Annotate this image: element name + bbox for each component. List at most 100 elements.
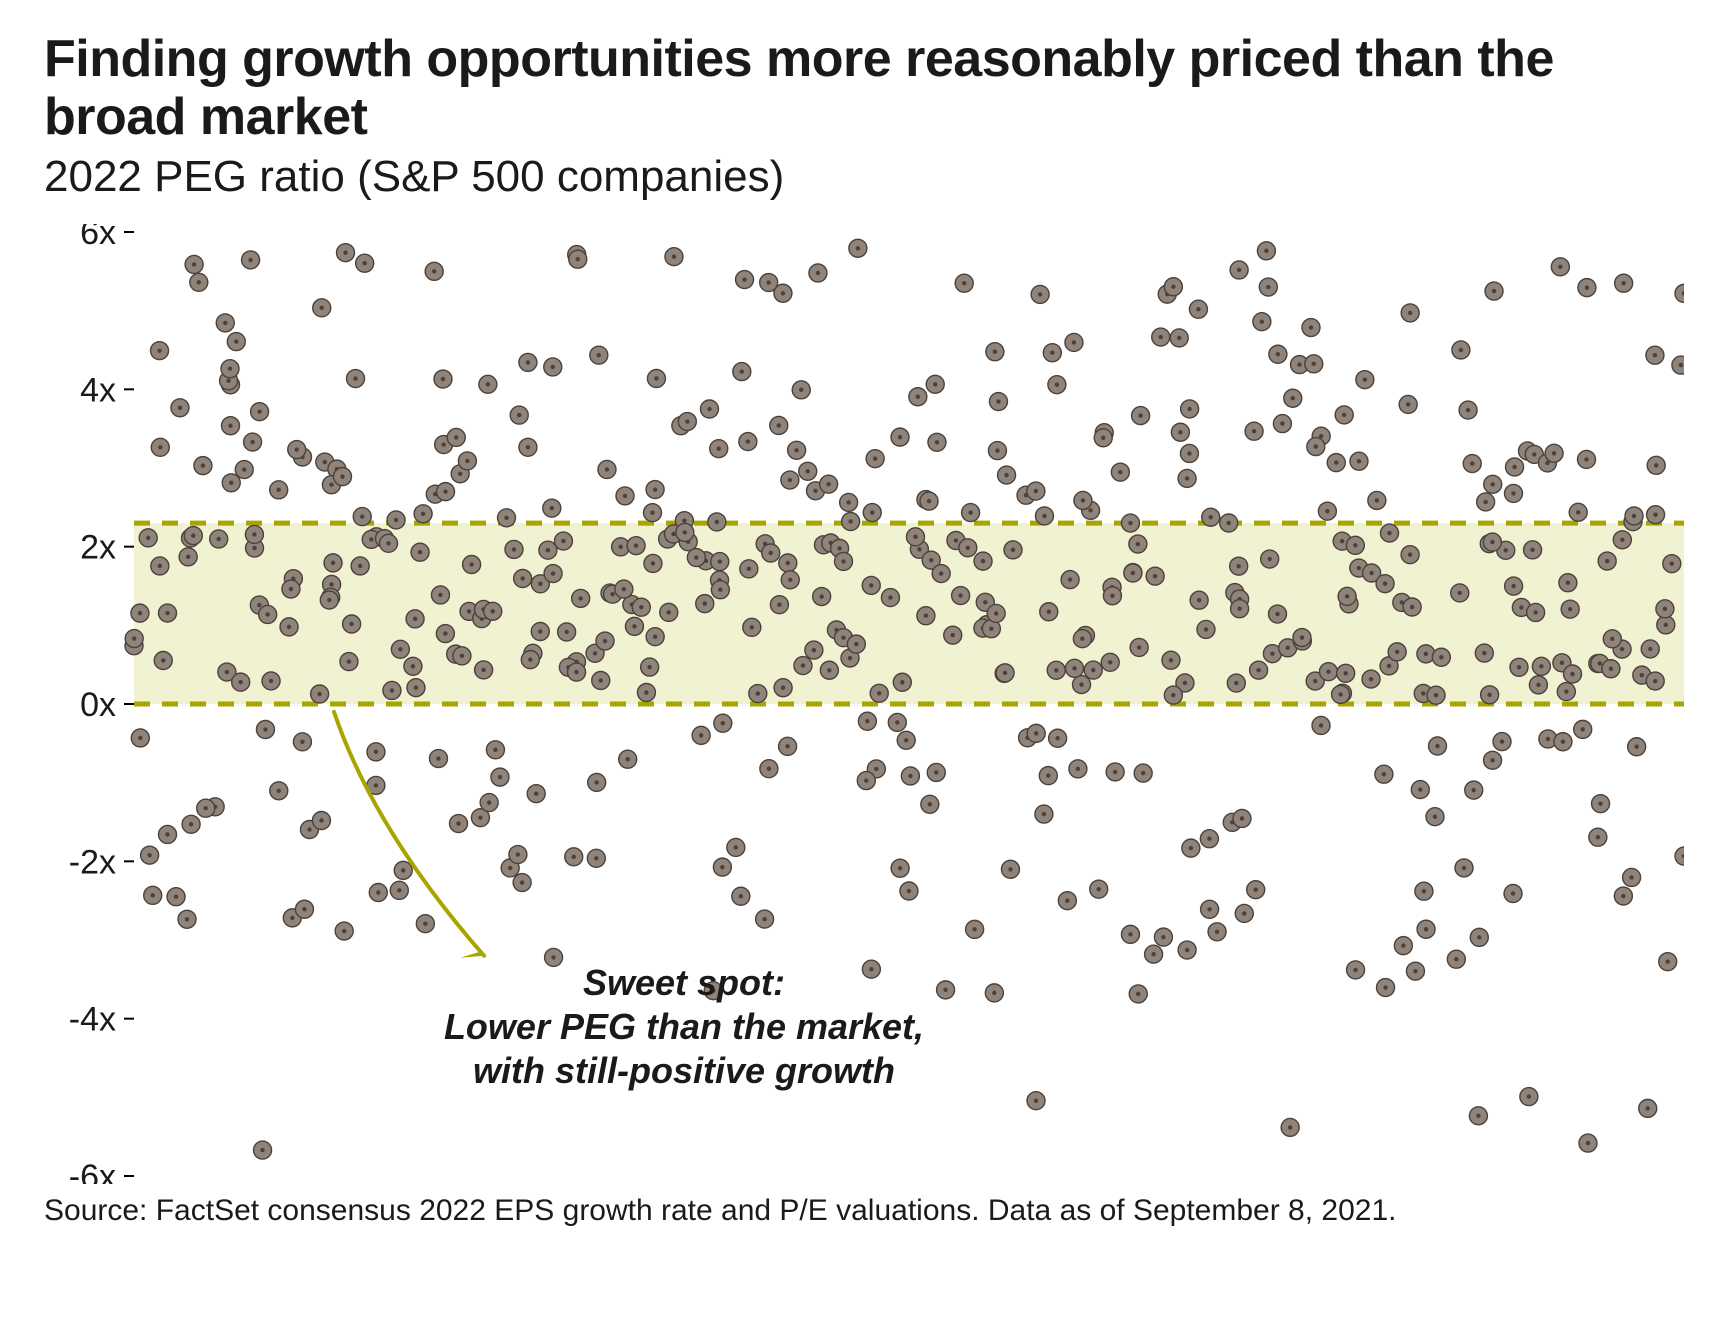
data-point-center xyxy=(653,487,657,491)
data-point-center xyxy=(353,376,357,380)
data-point-center xyxy=(718,588,722,592)
data-point-center xyxy=(623,494,627,498)
data-point-center xyxy=(1539,664,1543,668)
data-point-center xyxy=(418,550,422,554)
data-point-center xyxy=(1079,682,1083,686)
data-point-center xyxy=(1375,498,1379,502)
data-point-center xyxy=(992,991,996,995)
data-point-center xyxy=(917,547,921,551)
data-point-center xyxy=(1054,668,1058,672)
data-point-center xyxy=(1492,289,1496,293)
data-point-center xyxy=(1491,482,1495,486)
data-point-center xyxy=(538,629,542,633)
data-point-center xyxy=(777,602,781,606)
data-point-center xyxy=(576,257,580,261)
data-point-center xyxy=(1462,866,1466,870)
data-point-center xyxy=(1363,377,1367,381)
data-point-center xyxy=(1042,514,1046,518)
data-point-center xyxy=(994,611,998,615)
data-point-center xyxy=(1500,739,1504,743)
data-point-center xyxy=(1383,581,1387,585)
data-point-center xyxy=(927,499,931,503)
data-point-center xyxy=(1345,594,1349,598)
data-point-center xyxy=(228,367,232,371)
data-point-center xyxy=(962,281,966,285)
data-point-center xyxy=(1003,671,1007,675)
data-point-center xyxy=(671,532,675,536)
data-point-center xyxy=(1038,292,1042,296)
data-point-center xyxy=(414,685,418,689)
data-point-center xyxy=(1408,311,1412,315)
data-point-center xyxy=(504,516,508,520)
data-point-center xyxy=(423,921,427,925)
data-point-center xyxy=(1648,647,1652,651)
data-point-center xyxy=(1081,498,1085,502)
data-point-center xyxy=(1472,788,1476,792)
data-point-center xyxy=(1476,1114,1480,1118)
data-point-center xyxy=(376,890,380,894)
data-point-center xyxy=(788,578,792,582)
data-point-center xyxy=(257,409,261,413)
data-point-center xyxy=(1566,581,1570,585)
data-point-center xyxy=(972,927,976,931)
ytick-label: 0x xyxy=(80,686,116,724)
data-point-center xyxy=(138,736,142,740)
data-point-center xyxy=(1171,693,1175,697)
data-point-center xyxy=(263,727,267,731)
data-point-center xyxy=(854,642,858,646)
data-point-center xyxy=(856,246,860,250)
data-point-center xyxy=(358,564,362,568)
data-point-center xyxy=(717,446,721,450)
data-point-center xyxy=(1663,607,1667,611)
data-point-center xyxy=(441,377,445,381)
data-point-center xyxy=(1383,985,1387,989)
data-point-center xyxy=(1187,451,1191,455)
ytick-label: -4x xyxy=(69,1001,116,1039)
data-point-center xyxy=(1653,353,1657,357)
data-point-center xyxy=(465,459,469,463)
data-point-center xyxy=(1621,894,1625,898)
data-point-center xyxy=(1395,650,1399,654)
data-point-center xyxy=(993,350,997,354)
annotation-arrow xyxy=(334,712,484,956)
data-point-center xyxy=(1570,672,1574,676)
data-point-center xyxy=(1187,407,1191,411)
data-point-center xyxy=(1552,451,1556,455)
data-point-center xyxy=(898,435,902,439)
data-point-center xyxy=(846,500,850,504)
data-point-center xyxy=(1434,693,1438,697)
data-point-center xyxy=(397,888,401,892)
data-point-center xyxy=(943,988,947,992)
data-point-center xyxy=(517,413,521,417)
data-point-center xyxy=(739,894,743,898)
data-point-center xyxy=(1609,667,1613,671)
scatter-chart: -6x-4x-2x0x2x4x6xSweet spot:Lower PEG th… xyxy=(44,224,1684,1184)
data-point-center xyxy=(551,571,555,575)
data-point-center xyxy=(1546,737,1550,741)
data-point-center xyxy=(1151,952,1155,956)
data-point-center xyxy=(225,670,229,674)
data-point-center xyxy=(694,555,698,559)
data-point-center xyxy=(983,600,987,604)
data-point-center xyxy=(174,895,178,899)
data-point-center xyxy=(870,510,874,514)
data-point-center xyxy=(1237,607,1241,611)
data-point-center xyxy=(138,611,142,615)
data-point-center xyxy=(1584,457,1588,461)
data-point-center xyxy=(250,440,254,444)
data-point-center xyxy=(478,815,482,819)
data-point-center xyxy=(1433,814,1437,818)
data-point-center xyxy=(1101,436,1105,440)
data-point-center xyxy=(1008,867,1012,871)
data-point-center xyxy=(699,733,703,737)
data-point-center xyxy=(593,651,597,655)
data-point-center xyxy=(1091,668,1095,672)
data-point-center xyxy=(651,561,655,565)
data-point-center xyxy=(1183,681,1187,685)
data-point-center xyxy=(996,399,1000,403)
ytick-label: -2x xyxy=(69,843,116,881)
data-point-center xyxy=(928,802,932,806)
data-point-center xyxy=(1034,731,1038,735)
data-point-center xyxy=(1055,382,1059,386)
data-point-center xyxy=(1585,285,1589,289)
